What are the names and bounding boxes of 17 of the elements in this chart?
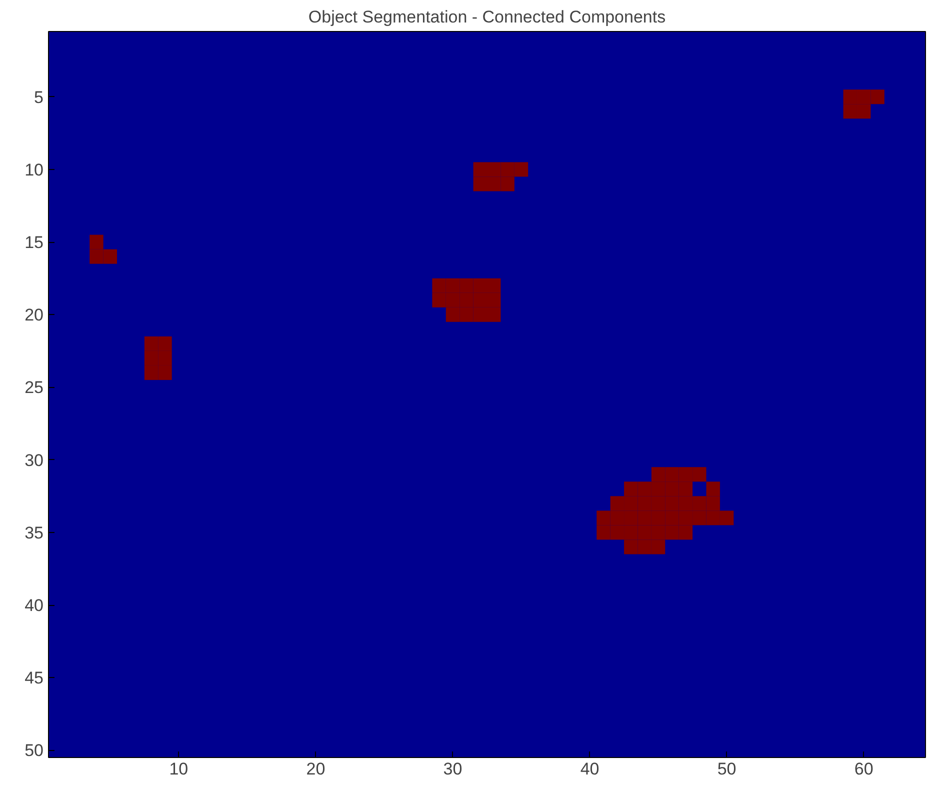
chart-title: Object Segmentation - Connected Components — [308, 8, 666, 26]
y-tick-label: 40 — [24, 596, 44, 616]
x-tick-label: 50 — [717, 760, 736, 778]
y-tick-label: 5 — [34, 88, 44, 107]
x-tick-label: 30 — [443, 760, 462, 778]
x-tick-label: 10 — [169, 760, 188, 778]
x-tick-label: 20 — [306, 760, 326, 778]
y-tick-label: 30 — [24, 450, 44, 470]
y-tick-label: 10 — [24, 160, 44, 180]
y-tick-label: 25 — [24, 378, 44, 398]
y-tick-label: 50 — [24, 741, 44, 760]
x-tick-label: 40 — [580, 760, 600, 778]
y-tick-label: 20 — [24, 306, 44, 325]
y-tick-label: 45 — [24, 668, 44, 688]
y-tick-label: 35 — [24, 523, 44, 542]
x-tick-label: 60 — [854, 760, 874, 778]
y-tick-label: 15 — [24, 233, 44, 252]
